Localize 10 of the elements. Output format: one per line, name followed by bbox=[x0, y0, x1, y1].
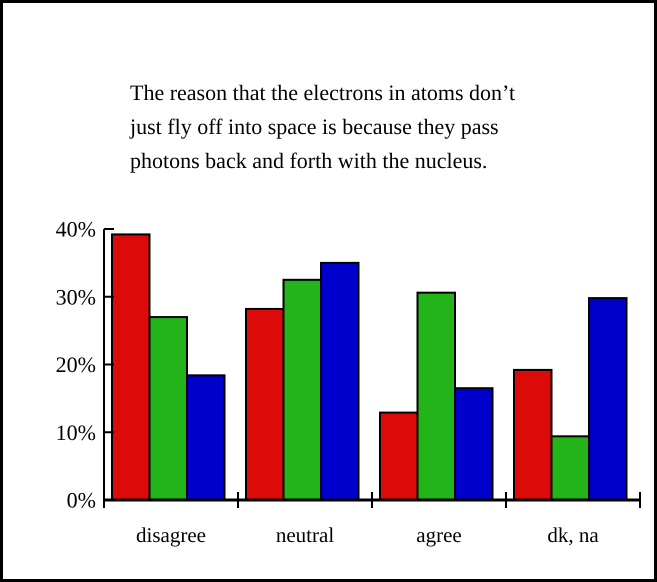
x-tick-label: dk, na bbox=[547, 523, 600, 547]
x-tick-label: neutral bbox=[276, 523, 334, 547]
y-tick-label: 0% bbox=[66, 488, 96, 513]
x-tick-label: agree bbox=[416, 523, 462, 547]
y-tick-label: 10% bbox=[56, 420, 96, 445]
chart-title: The reason that the electrons in atoms don’t just fly off into space is because they pass photons back and forth with the nucleus. bbox=[129, 80, 516, 173]
y-tick-label: 20% bbox=[56, 352, 96, 378]
y-tick-label: 30% bbox=[56, 284, 96, 310]
x-tick-label: disagree bbox=[136, 523, 206, 547]
y-tick-label: 40% bbox=[56, 216, 96, 242]
